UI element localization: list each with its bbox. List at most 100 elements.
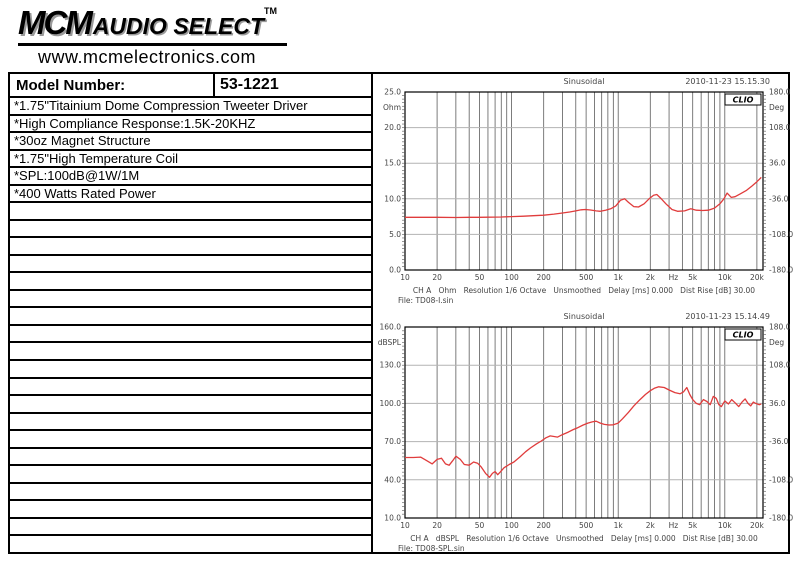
x-tick-label: 20k <box>750 273 765 282</box>
brand-suffix: AUDIO SELECT <box>92 13 265 39</box>
spec-row: *30oz Magnet Structure <box>10 133 371 151</box>
chart-file-label: File: TD08-I.sin <box>398 296 454 305</box>
y-right-tick-label: -108.0 <box>769 230 793 239</box>
impedance-chart: Sinusoidal 2010-11-23 15.15.30 25.0 20.0 15.… <box>378 72 796 310</box>
y-right-tick-label: 36.0 <box>769 399 786 408</box>
empty-row <box>10 273 371 291</box>
spec-row: *High Compliance Response:1.5K-20KHZ <box>10 116 371 134</box>
x-axis-unit: Hz <box>669 273 679 282</box>
y-right-tick-label: 108.0 <box>769 361 791 370</box>
model-number-label: Model Number: <box>10 74 215 96</box>
y-left-tick-label: 10.0 <box>384 514 401 523</box>
chart-timestamp: 2010-11-23 15.14.49 <box>685 312 770 321</box>
clio-badge-box <box>724 93 762 106</box>
y-left-tick-label: 0.0 <box>389 266 401 275</box>
spec-rows: *1.75"Titainium Dome Compression Tweeter… <box>10 98 371 552</box>
y-left-tick-label: 5.0 <box>389 230 401 239</box>
empty-row <box>10 396 371 414</box>
x-tick-label: 5k <box>688 273 698 282</box>
spec-row: *1.75"Titainium Dome Compression Tweeter… <box>10 98 371 116</box>
spec-row: *400 Watts Rated Power <box>10 186 371 204</box>
x-tick-label: 10 <box>400 273 410 282</box>
content-frame: Model Number: 53-1221 *1.75"Titainium Do… <box>8 72 790 554</box>
spl-chart-svg: Sinusoidal 2010-11-23 15.14.49 160.0 130.0 1… <box>378 312 794 553</box>
y-right-tick-label: -108.0 <box>769 475 793 484</box>
y-left-tick-label: 160.0 <box>380 323 402 332</box>
y-right-tick-label: -180.0 <box>769 514 793 523</box>
mcm-logo: MCMAUDIO SELECTTM <box>18 4 288 46</box>
y-left-tick-label: 40.0 <box>384 475 401 484</box>
y-right-tick-label: 180.0 <box>769 323 791 332</box>
empty-row <box>10 466 371 484</box>
empty-row <box>10 431 371 449</box>
empty-row <box>10 519 371 537</box>
empty-row <box>10 221 371 239</box>
y-left-tick-label: 100.0 <box>380 399 402 408</box>
y-left-tick-label: 25.0 <box>384 88 401 97</box>
y-right-tick-label: -180.0 <box>769 266 793 275</box>
empty-row <box>10 536 371 552</box>
x-axis-unit: Hz <box>669 521 679 530</box>
spec-row: *SPL:100dB@1W/1M <box>10 168 371 186</box>
x-tick-label: 500 <box>579 521 594 530</box>
chart-timestamp: 2010-11-23 15.15.30 <box>685 77 770 86</box>
empty-row <box>10 291 371 309</box>
plot-border <box>404 91 764 271</box>
spec-table: Model Number: 53-1221 *1.75"Titainium Do… <box>10 74 373 552</box>
empty-row <box>10 484 371 502</box>
x-tick-label: 50 <box>475 273 485 282</box>
model-number-value: 53-1221 <box>220 76 279 93</box>
empty-row <box>10 256 371 274</box>
x-tick-label: 200 <box>537 521 552 530</box>
chart-title: Sinusoidal <box>564 312 605 321</box>
x-tick-label: 5k <box>688 521 698 530</box>
x-tick-label: 20 <box>432 521 442 530</box>
x-tick-label: 100 <box>504 273 519 282</box>
chart-settings-footer: CH A Ohm Resolution 1/6 Octave Unsmoothe… <box>413 286 755 295</box>
clio-badge-label: CLIO <box>733 331 754 340</box>
y-right-axis-unit: Deg <box>769 338 784 347</box>
trademark-symbol: TM <box>264 6 278 16</box>
x-tick-label: 100 <box>504 521 519 530</box>
table-header-row: Model Number: 53-1221 <box>10 74 371 98</box>
y-left-axis-unit: Ohm <box>383 103 401 112</box>
empty-row <box>10 343 371 361</box>
y-right-tick-label: -36.0 <box>769 437 789 446</box>
y-right-tick-label: -36.0 <box>769 194 789 203</box>
y-right-tick-label: 180.0 <box>769 88 791 97</box>
x-tick-label: 2k <box>646 521 656 530</box>
chart-title: Sinusoidal <box>564 77 605 86</box>
chart-file-label: File: TD08-SPL.sin <box>398 544 465 553</box>
y-left-axis-unit: dBSPL <box>378 338 402 347</box>
x-tick-label: 500 <box>579 273 594 282</box>
empty-row <box>10 238 371 256</box>
empty-row <box>10 326 371 344</box>
spec-row: *1.75"High Temperature Coil <box>10 151 371 169</box>
empty-row <box>10 361 371 379</box>
spl-chart: Sinusoidal 2010-11-23 15.14.49 160.0 130.0 1… <box>378 307 796 559</box>
y-left-tick-label: 15.0 <box>384 159 401 168</box>
plot-border <box>404 326 764 519</box>
x-tick-label: 10k <box>718 521 733 530</box>
y-right-axis-unit: Deg <box>769 103 784 112</box>
x-tick-label: 10k <box>718 273 733 282</box>
brand-header: MCMAUDIO SELECTTM www.mcmelectronics.com <box>18 4 288 68</box>
x-tick-label: 2k <box>646 273 656 282</box>
empty-row <box>10 449 371 467</box>
spl-response-curve <box>405 386 762 478</box>
y-right-tick-label: 36.0 <box>769 159 786 168</box>
website-url: www.mcmelectronics.com <box>38 47 257 67</box>
y-left-tick-label: 20.0 <box>384 123 401 132</box>
empty-row <box>10 379 371 397</box>
clio-badge-label: CLIO <box>733 96 754 105</box>
x-tick-label: 10 <box>400 521 410 530</box>
x-tick-label: 20k <box>750 521 765 530</box>
impedance-chart-svg: Sinusoidal 2010-11-23 15.15.30 25.0 20.0 15.… <box>383 77 793 305</box>
impedance-magnitude-curve <box>405 176 762 219</box>
x-tick-label: 20 <box>432 273 442 282</box>
y-left-tick-label: 70.0 <box>384 437 401 446</box>
y-left-tick-label: 10.0 <box>384 194 401 203</box>
chart-settings-footer: CH A dBSPL Resolution 1/6 Octave Unsmoot… <box>410 534 758 543</box>
x-tick-label: 1k <box>614 521 624 530</box>
